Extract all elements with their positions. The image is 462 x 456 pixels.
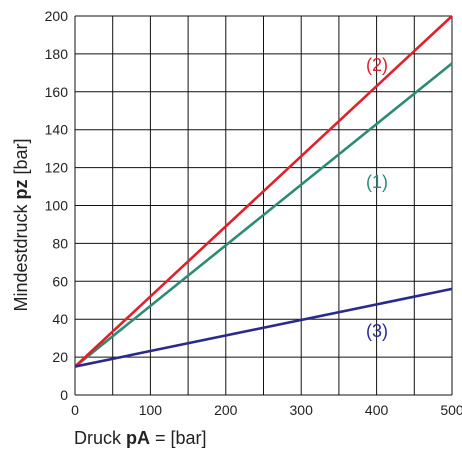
series-labels: (1) (2) (3)	[366, 55, 388, 341]
x-tick-label: 300	[290, 402, 314, 418]
y-tick-label: 80	[52, 235, 68, 251]
y-tick-label: 40	[52, 311, 68, 327]
y-tick-label: 200	[45, 8, 69, 24]
series-lines	[74, 15, 453, 368]
series-label-3: (3)	[366, 321, 388, 341]
y-tick-label: 20	[52, 349, 68, 365]
y-tick-label: 0	[60, 387, 68, 403]
y-tick-label: 100	[45, 198, 69, 214]
y-tick-label: 180	[45, 46, 69, 62]
x-tick-label: 400	[365, 402, 389, 418]
tick-labels: 0 100 200 300 400 500 0 20 40 60 80 100 120 140 160 180…	[45, 8, 462, 418]
y-axis-label: Mindestdruck pz [bar]	[11, 138, 31, 311]
series-line-3	[74, 287, 453, 368]
x-tick-label: 100	[139, 402, 163, 418]
y-tick-label: 140	[45, 122, 69, 138]
series-label-1: (1)	[366, 172, 388, 192]
x-tick-label: 200	[214, 402, 238, 418]
y-tick-label: 160	[45, 84, 69, 100]
grid	[74, 15, 453, 396]
x-tick-label: 0	[71, 402, 79, 418]
series-line-2	[74, 15, 453, 368]
series-label-2: (2)	[366, 55, 388, 75]
x-axis-label: Druck pA = [bar]	[74, 428, 207, 448]
y-tick-label: 60	[52, 273, 68, 289]
x-tick-label: 500	[440, 402, 462, 418]
series-line-1	[74, 62, 453, 368]
y-tick-label: 120	[45, 160, 69, 176]
